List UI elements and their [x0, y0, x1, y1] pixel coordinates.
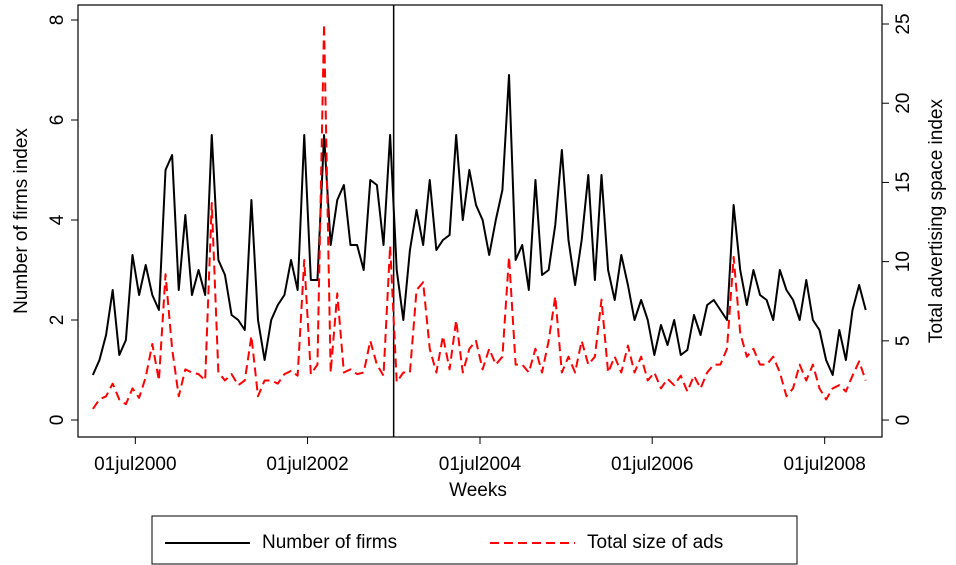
y2-tick-label: 0: [893, 415, 914, 426]
series-line: [92, 23, 867, 410]
x-tick-label: 01jul2000: [94, 454, 176, 475]
legend-label: Total size of ads: [587, 532, 723, 553]
y2-tick-label: 10: [893, 251, 914, 272]
y-tick-label: 0: [47, 415, 68, 426]
y-axis-title: Number of firms index: [11, 128, 32, 314]
y-tick-label: 2: [47, 315, 68, 326]
x-tick-label: 01jul2002: [266, 454, 348, 475]
legend-label: Number of firms: [262, 532, 397, 553]
y2-tick-label: 25: [893, 13, 914, 34]
y-tick-label: 6: [47, 115, 68, 126]
x-tick-label: 01jul2004: [439, 454, 522, 475]
y-tick-label: 4: [47, 214, 68, 225]
plot-frame: [77, 4, 883, 438]
series-line: [91, 74, 867, 376]
legend-box: [151, 515, 798, 565]
x-tick-label: 01jul2008: [783, 454, 865, 475]
y-tick-label: 8: [47, 15, 68, 26]
y2-tick-label: 15: [893, 172, 914, 193]
y2-tick-label: 20: [893, 93, 914, 114]
x-tick-label: 01jul2006: [611, 454, 693, 475]
x-axis-title: Weeks: [449, 480, 507, 501]
y2-axis-title: Total advertising space index: [926, 99, 947, 343]
y2-tick-label: 5: [893, 336, 914, 347]
